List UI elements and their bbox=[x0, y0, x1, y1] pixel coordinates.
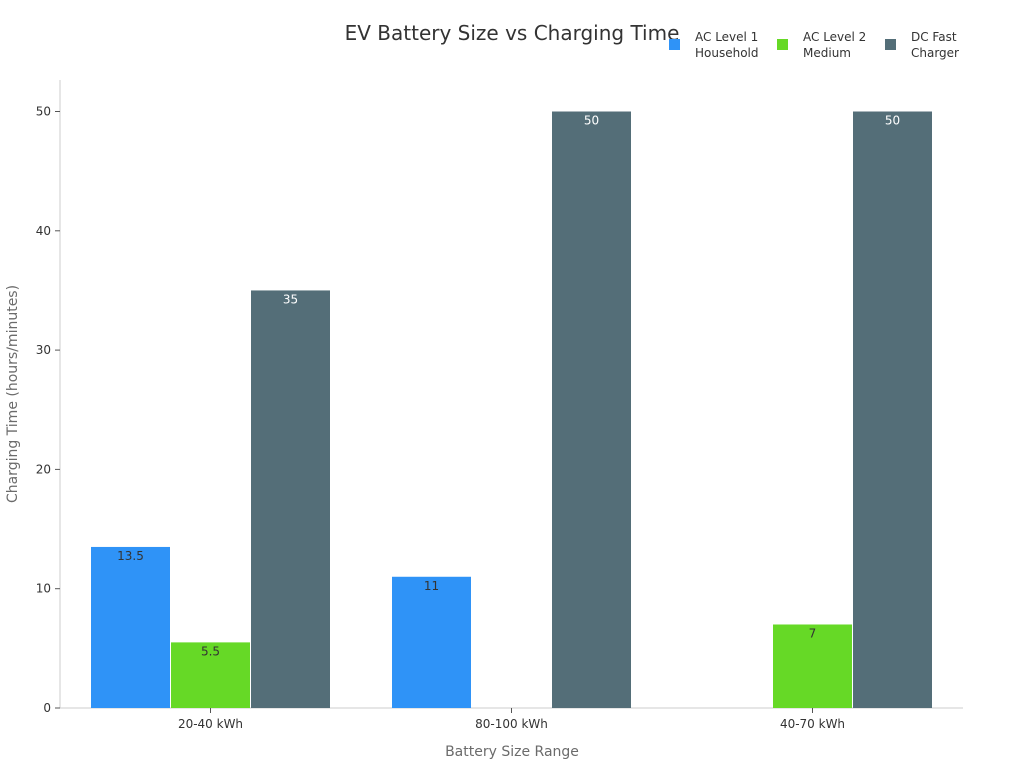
bar-data-label: 7 bbox=[809, 626, 817, 640]
y-tick-label: 0 bbox=[43, 701, 51, 715]
bar bbox=[251, 290, 330, 708]
legend-label: Household bbox=[695, 46, 759, 60]
x-axis-label: Battery Size Range bbox=[445, 744, 579, 760]
bar bbox=[171, 642, 250, 708]
legend-swatch bbox=[777, 39, 788, 50]
legend-swatch bbox=[669, 39, 680, 50]
y-tick-label: 50 bbox=[36, 105, 51, 119]
legend-swatch bbox=[885, 39, 896, 50]
legend-label: Medium bbox=[803, 46, 851, 60]
y-axis-label: Charging Time (hours/minutes) bbox=[5, 285, 21, 503]
y-tick-label: 40 bbox=[36, 224, 51, 238]
bar bbox=[392, 576, 471, 708]
y-tick-label: 20 bbox=[36, 462, 51, 476]
legend-label: AC Level 1 bbox=[695, 30, 758, 44]
bar-data-label: 5.5 bbox=[201, 644, 220, 658]
bar bbox=[773, 624, 852, 708]
bar bbox=[853, 111, 932, 708]
axes: 0 10 20 30 40 50 20-40 kWh 80-100 kWh 40-70 kWh bbox=[36, 80, 963, 731]
x-tick-label: 20-40 kWh bbox=[178, 717, 243, 731]
y-tick-label: 30 bbox=[36, 343, 51, 357]
bar-data-label: 50 bbox=[885, 114, 900, 128]
legend-label: AC Level 2 bbox=[803, 30, 866, 44]
chart-title: EV Battery Size vs Charging Time bbox=[345, 21, 680, 45]
bars: 13.5 5.5 35 11 50 7 50 bbox=[91, 111, 932, 708]
legend-label: Charger bbox=[911, 46, 959, 60]
legend: AC Level 1 Household AC Level 2 Medium DC Fa… bbox=[669, 30, 959, 60]
bar bbox=[552, 111, 631, 708]
bar-data-label: 13.5 bbox=[117, 549, 144, 563]
bar-data-label: 35 bbox=[283, 292, 298, 306]
bar-data-label: 50 bbox=[584, 114, 599, 128]
bar-data-label: 11 bbox=[424, 579, 439, 593]
legend-label: DC Fast bbox=[911, 30, 957, 44]
bar bbox=[91, 546, 170, 708]
x-tick-label: 40-70 kWh bbox=[780, 717, 845, 731]
y-tick-label: 10 bbox=[36, 582, 51, 596]
x-tick-label: 80-100 kWh bbox=[475, 717, 548, 731]
